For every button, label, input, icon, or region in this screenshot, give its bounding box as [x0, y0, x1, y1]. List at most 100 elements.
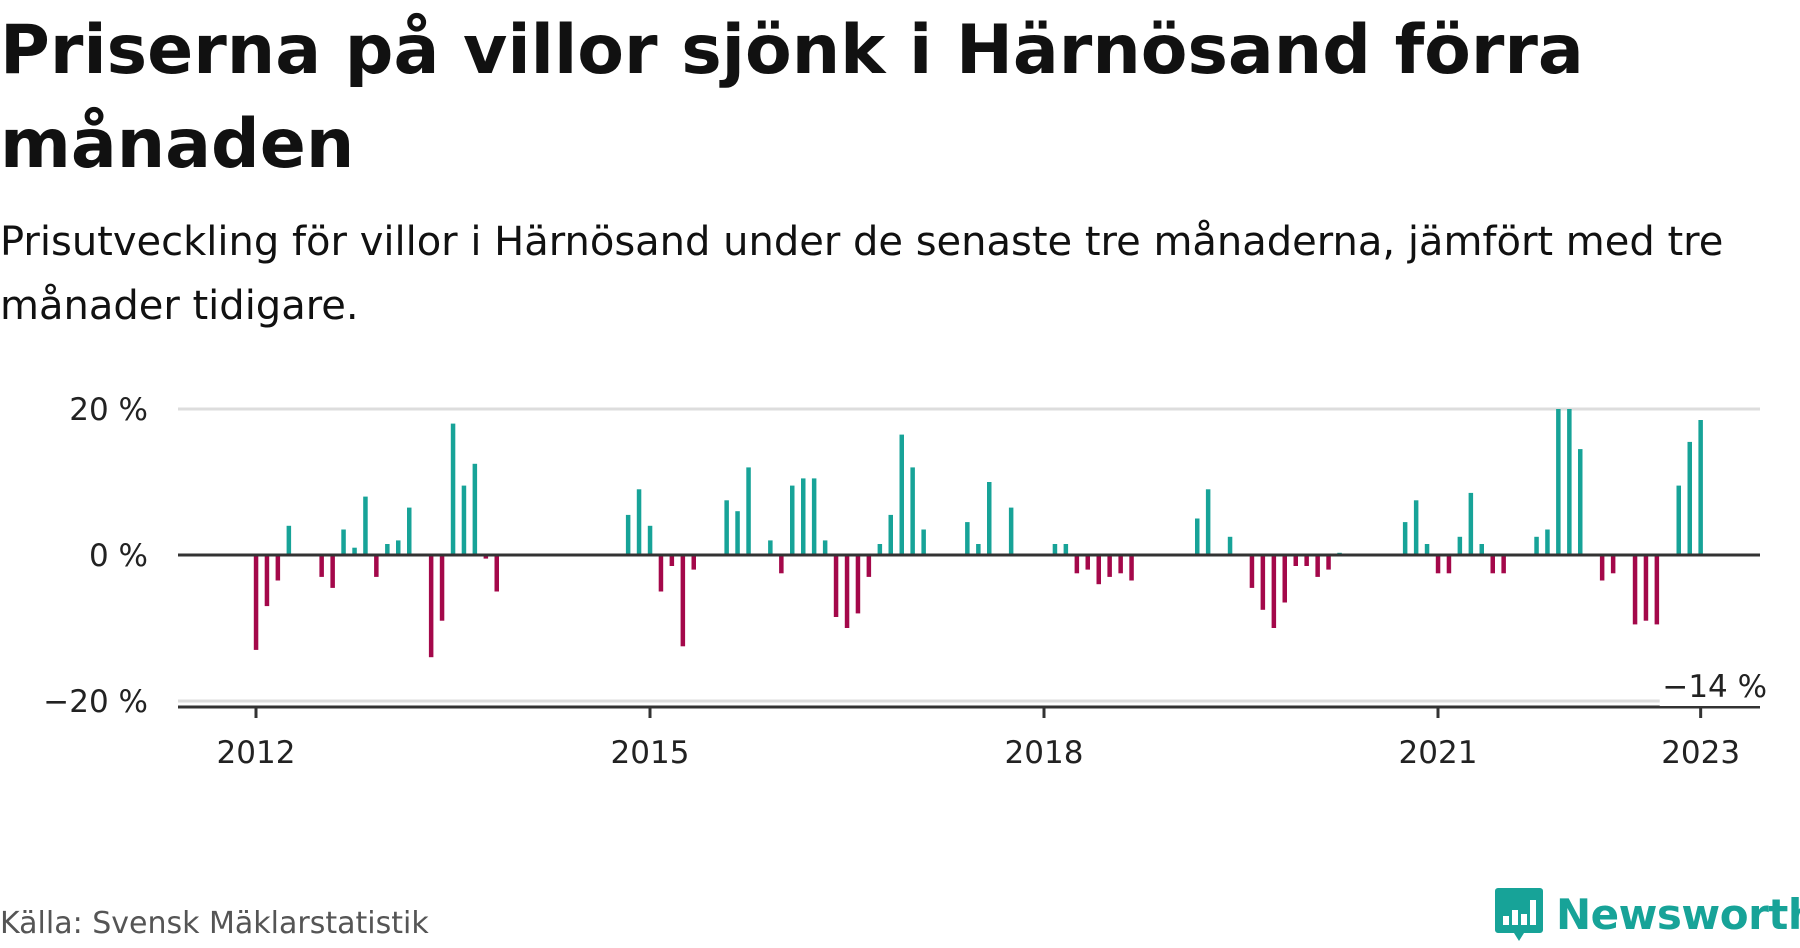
bar — [319, 555, 324, 577]
bar — [494, 555, 499, 592]
bar — [1687, 441, 1692, 555]
bar — [1118, 555, 1123, 574]
bar — [1096, 555, 1101, 585]
bar — [899, 434, 904, 555]
x-tick-label: 2021 — [1399, 735, 1478, 771]
bar — [658, 555, 664, 592]
axes — [178, 553, 1760, 718]
bar — [790, 485, 795, 555]
bar — [866, 555, 872, 577]
bar — [1107, 555, 1112, 577]
bar — [1632, 555, 1638, 625]
bar — [1293, 555, 1298, 566]
bar — [1479, 544, 1484, 555]
bar — [1643, 555, 1649, 621]
bar — [396, 540, 401, 555]
x-tick-label: 2015 — [611, 735, 690, 771]
bar — [461, 485, 467, 555]
bar — [450, 423, 456, 555]
bar — [987, 482, 992, 555]
bar — [746, 467, 751, 555]
axis-labels: 20 % 0 % −20 % 2012 2015 2018 2021 2023 −14 % — [43, 392, 1776, 771]
bar — [822, 540, 828, 555]
bar — [352, 547, 357, 555]
chart-subtitle: Prisutveckling för villor i Härnösand un… — [0, 219, 1724, 329]
y-tick-label: 20 % — [69, 392, 148, 428]
bar — [439, 555, 445, 621]
bar — [1545, 529, 1550, 555]
bar — [1227, 536, 1233, 556]
bar — [1074, 555, 1080, 574]
source-note: Källa: Svensk Mäklarstatistik — [0, 906, 429, 941]
bar — [1008, 507, 1014, 555]
x-tick-label: 2018 — [1005, 735, 1084, 771]
bar — [1413, 500, 1419, 556]
bar — [1402, 522, 1408, 555]
bar — [1271, 555, 1277, 628]
bar — [1424, 544, 1430, 555]
bar — [855, 555, 861, 614]
bar — [1282, 555, 1287, 603]
bar — [1534, 536, 1539, 556]
bar — [779, 555, 784, 574]
bar — [647, 525, 653, 555]
bar — [1578, 449, 1583, 555]
bar — [801, 478, 806, 555]
bar — [844, 555, 850, 628]
bar — [1610, 555, 1616, 574]
bar — [976, 544, 981, 555]
chart-title: Priserna på villor sjönk i Härnösand för… — [0, 11, 1584, 184]
bar — [636, 489, 642, 555]
annotation-background — [1659, 666, 1776, 706]
bar — [1129, 555, 1134, 581]
newsworthy-logo[interactable]: Newsworthy — [1494, 886, 1800, 942]
bar — [1205, 489, 1211, 555]
bar — [1567, 409, 1572, 555]
bar — [669, 555, 675, 566]
bar — [811, 478, 817, 555]
bar — [275, 555, 281, 581]
bar — [1085, 555, 1090, 570]
bar — [472, 463, 478, 556]
bar — [1556, 409, 1561, 555]
bar — [1435, 555, 1441, 574]
bar — [385, 544, 390, 555]
bar — [691, 555, 696, 570]
bar — [1501, 555, 1506, 574]
bar — [625, 514, 631, 555]
bar — [1468, 492, 1474, 555]
bar — [877, 544, 883, 555]
bar — [407, 507, 412, 555]
bar — [1698, 420, 1703, 555]
bar — [768, 540, 773, 555]
bar — [965, 522, 970, 555]
bar — [888, 514, 893, 555]
y-tick-label: −20 % — [43, 684, 148, 720]
x-tick-label: 2012 — [217, 735, 296, 771]
bar — [1676, 485, 1681, 555]
x-tick-label: 2023 — [1661, 735, 1740, 771]
bar — [286, 525, 292, 555]
bar — [1654, 555, 1660, 625]
annotation-label: −14 % — [1662, 669, 1767, 705]
bar-chart: 20 % 0 % −20 % 2012 2015 2018 2021 2023 −14 % — [43, 392, 1776, 771]
bar — [910, 467, 915, 555]
brand-name: Newsworthy — [1556, 889, 1800, 939]
bar — [1326, 555, 1331, 570]
bar — [330, 555, 335, 588]
bar — [264, 555, 270, 607]
bar — [363, 496, 368, 555]
bar — [735, 511, 740, 555]
newsworthy-logo-icon — [1495, 888, 1543, 941]
bar — [724, 500, 729, 556]
bar — [1315, 555, 1320, 577]
bar — [1249, 555, 1255, 588]
bar — [1260, 555, 1266, 610]
bar — [1490, 555, 1495, 574]
bar — [1599, 555, 1605, 581]
bar — [1195, 518, 1200, 555]
bar — [1457, 536, 1463, 556]
bar — [1446, 555, 1452, 574]
bar — [680, 555, 686, 647]
bar-series — [253, 409, 1703, 658]
